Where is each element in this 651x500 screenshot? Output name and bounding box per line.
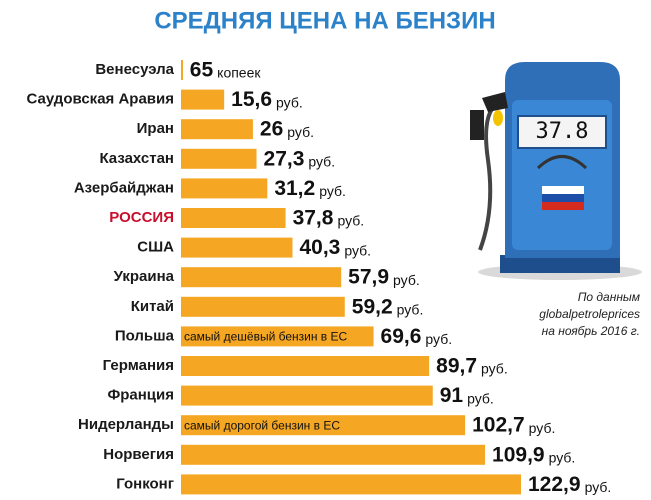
value-unit: копеек <box>217 65 261 81</box>
category-label: Венесуэла <box>95 61 174 78</box>
bar <box>181 444 486 465</box>
category-label: США <box>137 239 174 256</box>
category-label: Гонконг <box>116 475 174 492</box>
bar <box>181 237 293 258</box>
category-label: Саудовская Аравия <box>26 91 174 108</box>
bar <box>181 356 430 376</box>
category-label: Польша <box>115 327 175 344</box>
source-note: globalpetroleprices <box>539 307 640 321</box>
value-label: 122,9 <box>528 473 581 496</box>
category-label: Норвегия <box>103 446 174 463</box>
bar <box>181 385 433 406</box>
pump-illustration <box>470 62 642 280</box>
bar <box>181 178 268 199</box>
annotation: самый дорогой бензин в ЕС <box>184 418 340 432</box>
value-unit: руб. <box>529 420 556 436</box>
value-unit: руб. <box>287 124 314 140</box>
value-unit: руб. <box>585 479 612 495</box>
category-label: Иран <box>137 120 174 137</box>
bar <box>181 148 257 169</box>
bar <box>181 296 345 317</box>
annotation: самый дешёвый бензин в ЕС <box>184 330 348 344</box>
bar <box>181 415 466 436</box>
bar <box>181 326 374 347</box>
category-label: Германия <box>103 357 174 374</box>
bar <box>181 267 342 288</box>
value-label: 91 <box>440 384 464 407</box>
value-label: 69,6 <box>381 325 422 348</box>
category-label: Казахстан <box>99 150 174 167</box>
value-label: 27,3 <box>264 147 305 170</box>
category-label: Украина <box>114 268 175 285</box>
pump-display: 37.8 <box>536 119 589 144</box>
value-label: 89,7 <box>436 355 477 378</box>
value-unit: руб. <box>393 272 420 288</box>
value-unit: руб. <box>397 302 424 318</box>
value-label: 37,8 <box>293 207 334 230</box>
category-label: Нидерланды <box>78 416 174 433</box>
value-unit: руб. <box>467 390 494 406</box>
value-label: 59,2 <box>352 295 393 318</box>
bar <box>181 474 521 495</box>
value-label: 102,7 <box>472 414 525 437</box>
value-label: 26 <box>260 118 283 141</box>
bar <box>181 60 183 80</box>
value-unit: руб. <box>344 242 371 258</box>
chart-title: СРЕДНЯЯ ЦЕНА НА БЕНЗИН <box>154 7 495 34</box>
value-label: 40,3 <box>299 236 340 259</box>
value-unit: руб. <box>549 450 576 466</box>
value-unit: руб. <box>481 361 508 377</box>
value-unit: руб. <box>319 183 346 199</box>
bar <box>181 208 286 228</box>
bar <box>181 119 253 140</box>
value-label: 109,9 <box>492 443 545 466</box>
source-note: на ноябрь 2016 г. <box>542 324 640 338</box>
source-note: По данным <box>578 290 640 304</box>
value-unit: руб. <box>425 331 452 347</box>
value-unit: руб. <box>276 94 303 110</box>
value-label: 65 <box>190 59 214 82</box>
category-label: Франция <box>107 387 174 404</box>
value-label: 57,9 <box>348 266 389 289</box>
bar <box>181 89 225 110</box>
value-label: 31,2 <box>274 177 315 200</box>
value-unit: руб. <box>308 154 335 170</box>
value-unit: руб. <box>337 213 364 229</box>
value-label: 15,6 <box>231 88 272 111</box>
category-label: Китай <box>131 298 174 315</box>
category-label: РОССИЯ <box>109 209 174 226</box>
category-label: Азербайджан <box>74 179 174 196</box>
